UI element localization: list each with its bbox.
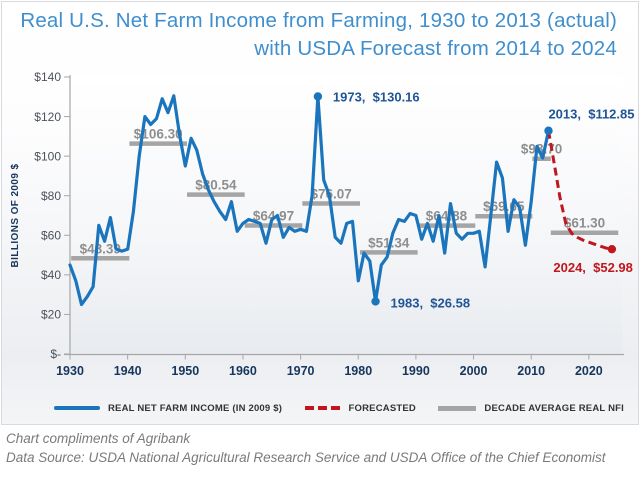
y-tick-label: $20 bbox=[41, 308, 61, 322]
decade-average-label: $48.39 bbox=[80, 241, 121, 256]
y-tick-label: $100 bbox=[34, 149, 61, 163]
decade-average-label: $106.30 bbox=[134, 127, 183, 142]
legend-item-forecast: FORECASTED bbox=[304, 402, 416, 414]
chart-title-line1: Real U.S. Net Farm Income from Farming, … bbox=[20, 9, 617, 32]
y-tick-label: $- bbox=[50, 347, 61, 361]
x-tick-label: 1940 bbox=[114, 364, 142, 378]
legend: REAL NET FARM INCOME (IN 2009 $) FORECAS… bbox=[54, 397, 624, 419]
x-tick-label: 2000 bbox=[460, 364, 488, 378]
annotation-1983: 1983, $26.58 bbox=[391, 295, 471, 310]
x-tick-label: 1960 bbox=[229, 364, 257, 378]
legend-label-forecast: FORECASTED bbox=[348, 402, 416, 414]
gray-bar-swatch-icon bbox=[438, 405, 477, 411]
solid-line-swatch-icon bbox=[54, 406, 100, 410]
data-point-marker-2024 bbox=[607, 244, 617, 254]
y-tick-label: $60 bbox=[41, 228, 61, 242]
chart-title-line2: with USDA Forecast from 2014 to 2024 bbox=[254, 37, 617, 60]
chart-title: Real U.S. Net Farm Income from Farming, … bbox=[12, 7, 617, 63]
x-tick-label: 1970 bbox=[287, 364, 315, 378]
annotation-2013: 2013, $112.85 bbox=[548, 107, 634, 122]
annotation-1973: 1973, $130.16 bbox=[333, 89, 420, 104]
chart-footer: Chart compliments of Agribank Data Sourc… bbox=[6, 429, 636, 467]
decade-average-label: $80.54 bbox=[195, 178, 237, 193]
y-tick-label: $80 bbox=[41, 189, 61, 203]
annotation-2024: 2024, $52.98 bbox=[553, 260, 633, 275]
x-tick-label: 1980 bbox=[344, 364, 372, 378]
x-tick-label: 1930 bbox=[56, 364, 84, 378]
legend-item-decade-average: DECADE AVERAGE REAL NFI bbox=[438, 403, 624, 414]
legend-label-actual: REAL NET FARM INCOME (IN 2009 $) bbox=[108, 402, 283, 414]
y-tick-label: $140 bbox=[34, 70, 61, 84]
forecast-line bbox=[547, 130, 613, 251]
x-tick-label: 1950 bbox=[171, 364, 199, 378]
x-tick-label: 2020 bbox=[575, 364, 603, 378]
data-point-marker-2013 bbox=[544, 126, 553, 135]
decade-average-label: $76.07 bbox=[311, 186, 352, 201]
decade-average-label: $64.97 bbox=[253, 208, 294, 223]
data-point-marker-1973 bbox=[313, 92, 323, 101]
x-tick-label: 2010 bbox=[517, 364, 545, 378]
plot-background bbox=[70, 77, 622, 354]
actual-income-line bbox=[68, 94, 551, 307]
legend-item-actual: REAL NET FARM INCOME (IN 2009 $) bbox=[54, 403, 282, 414]
decade-average-label: $64.88 bbox=[426, 209, 468, 224]
plot-area: $140 $120 $100 $80 $60 $40 $20 $- 1930 1940 1950 19… bbox=[10, 70, 634, 378]
y-tick-label: $40 bbox=[41, 268, 61, 282]
chart-frame: $140 $120 $100 $80 $60 $40 $20 $- 1930 1940 1950 19… bbox=[1, 1, 639, 425]
x-tick-label: 1990 bbox=[402, 364, 430, 378]
y-axis-title: BILLIONS OF 2009 $ bbox=[10, 164, 21, 268]
y-tick-label: $120 bbox=[34, 110, 61, 124]
plot-root: $140 $120 $100 $80 $60 $40 $20 $- 1930 1940 1950 19… bbox=[10, 70, 634, 378]
footer-credit: Chart compliments of Agribank bbox=[6, 431, 191, 446]
data-point-marker-1983 bbox=[371, 297, 380, 306]
footer-datasource: Data Source: USDA National Agricultural … bbox=[6, 450, 606, 465]
legend-label-decade-average: DECADE AVERAGE REAL NFI bbox=[484, 402, 624, 414]
dashed-line-swatch-icon bbox=[304, 406, 341, 410]
decade-average-label: $61.30 bbox=[564, 216, 605, 231]
